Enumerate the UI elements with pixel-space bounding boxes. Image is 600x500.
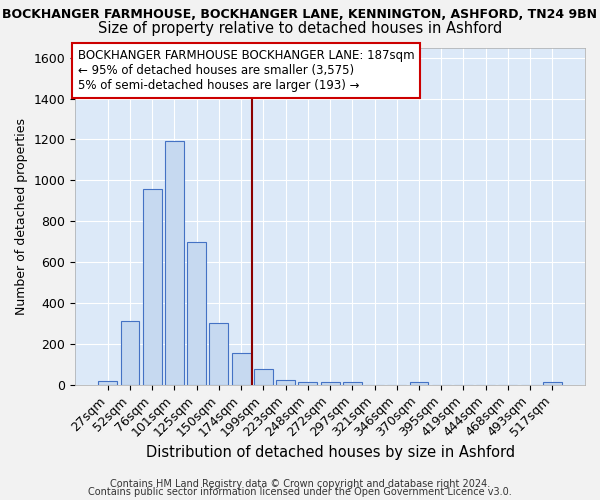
- Bar: [187, 242, 206, 385]
- Text: Contains public sector information licensed under the Open Government Licence v3: Contains public sector information licen…: [88, 487, 512, 497]
- Bar: [276, 380, 295, 385]
- Bar: [143, 188, 161, 385]
- Bar: [543, 382, 562, 385]
- Text: Contains HM Land Registry data © Crown copyright and database right 2024.: Contains HM Land Registry data © Crown c…: [110, 479, 490, 489]
- Bar: [320, 382, 340, 385]
- Text: Size of property relative to detached houses in Ashford: Size of property relative to detached ho…: [98, 21, 502, 36]
- Text: BOCKHANGER FARMHOUSE, BOCKHANGER LANE, KENNINGTON, ASHFORD, TN24 9BN: BOCKHANGER FARMHOUSE, BOCKHANGER LANE, K…: [2, 8, 598, 20]
- Bar: [165, 140, 184, 385]
- Bar: [121, 322, 139, 385]
- Text: BOCKHANGER FARMHOUSE BOCKHANGER LANE: 187sqm
← 95% of detached houses are smalle: BOCKHANGER FARMHOUSE BOCKHANGER LANE: 18…: [78, 49, 415, 92]
- Bar: [410, 382, 428, 385]
- X-axis label: Distribution of detached houses by size in Ashford: Distribution of detached houses by size …: [146, 445, 515, 460]
- Bar: [209, 324, 229, 385]
- Bar: [232, 353, 251, 385]
- Y-axis label: Number of detached properties: Number of detached properties: [15, 118, 28, 314]
- Bar: [343, 382, 362, 385]
- Bar: [98, 380, 117, 385]
- Bar: [254, 370, 273, 385]
- Bar: [298, 382, 317, 385]
